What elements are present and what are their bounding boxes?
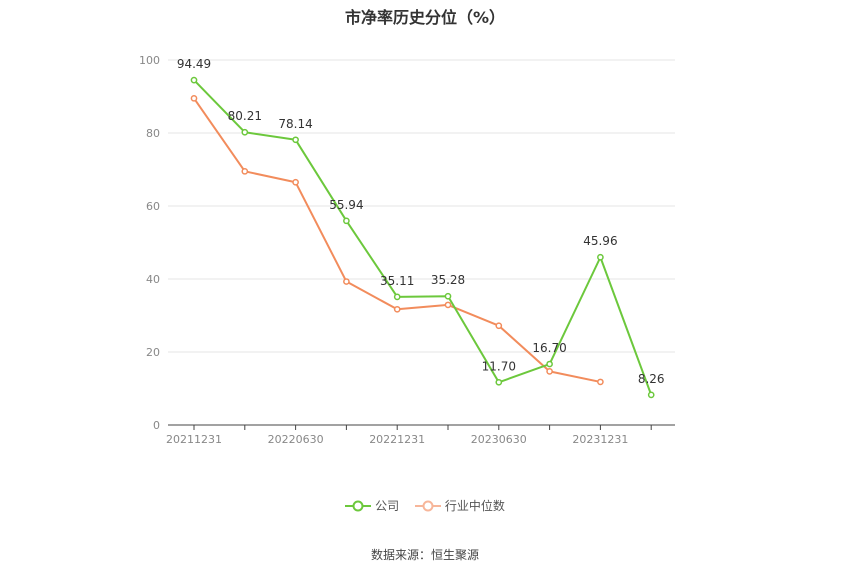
data-point-0 — [292, 136, 299, 144]
legend-item-industry[interactable]: 行业中位数 — [414, 497, 505, 514]
x-tick-label: 20230630 — [471, 433, 527, 446]
data-point-0 — [647, 391, 655, 399]
data-point-1 — [292, 178, 299, 186]
legend-industry-marker-icon — [414, 500, 441, 511]
data-label: 16.70 — [532, 341, 566, 355]
data-point-0 — [444, 292, 452, 300]
data-point-0 — [495, 378, 503, 386]
data-label: 8.26 — [638, 372, 665, 386]
legend-company-label: 公司 — [375, 499, 400, 513]
data-label: 80.21 — [228, 109, 262, 123]
data-point-0 — [343, 217, 350, 225]
data-point-0 — [546, 360, 553, 368]
data-point-1 — [241, 167, 249, 175]
data-point-0 — [597, 253, 604, 261]
legend-company-marker-icon — [345, 500, 372, 511]
x-tick-label: 20211231 — [166, 433, 222, 446]
data-point-1 — [546, 367, 553, 375]
legend-item-company[interactable]: 公司 — [345, 497, 399, 514]
data-point-1 — [343, 278, 350, 285]
y-tick-label: 80 — [146, 127, 160, 140]
data-label: 94.49 — [177, 57, 211, 71]
data-point-0 — [393, 293, 401, 301]
y-tick-label: 60 — [146, 200, 160, 213]
data-label: 55.94 — [329, 198, 363, 212]
y-tick-label: 0 — [153, 419, 160, 432]
x-tick-label: 20221231 — [369, 433, 425, 446]
data-label: 45.96 — [583, 234, 617, 248]
data-point-1 — [597, 378, 604, 386]
data-point-1 — [393, 305, 401, 313]
x-tick-label: 20220630 — [268, 433, 324, 446]
data-source: 数据来源：恒生聚源 — [370, 548, 479, 562]
x-tick-label: 20231231 — [572, 433, 628, 446]
grid-lines — [168, 59, 675, 353]
data-point-1 — [444, 301, 452, 309]
legend: 公司 行业中位数 — [0, 497, 850, 515]
data-point-1 — [190, 94, 198, 102]
y-tick-label: 100 — [139, 54, 160, 67]
axes: 0 20 40 60 80 100 20211231 20220630 20221231 2023… — [139, 54, 675, 446]
data-label: 11.70 — [482, 359, 516, 373]
series-points — [190, 76, 655, 399]
data-labels: 94.49 80.21 78.14 55.94 35.11 35.28 11.70 16.70… — [177, 57, 665, 386]
y-tick-label: 40 — [146, 273, 160, 286]
data-label: 35.28 — [431, 273, 465, 287]
data-label: 35.11 — [380, 274, 414, 288]
series-line-1 — [193, 97, 601, 383]
chart-title: 市净率历史分位（%） — [344, 8, 506, 27]
y-tick-label: 20 — [146, 346, 160, 359]
data-point-1 — [495, 322, 503, 330]
data-point-0 — [190, 76, 198, 84]
data-label: 78.14 — [278, 117, 312, 131]
legend-industry-label: 行业中位数 — [444, 499, 505, 513]
series-line-0 — [193, 79, 653, 396]
data-point-0 — [241, 128, 249, 136]
